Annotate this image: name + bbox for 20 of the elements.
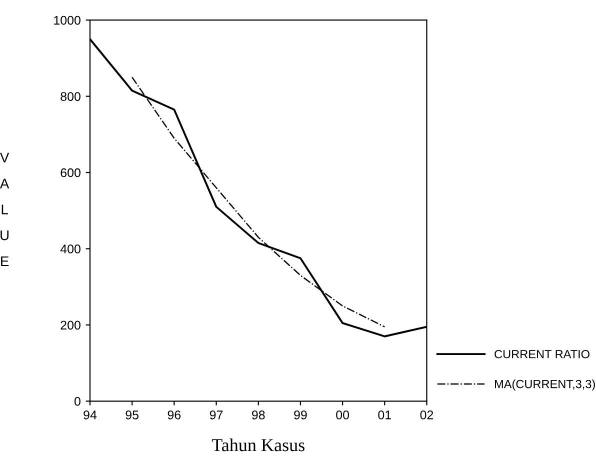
- x-axis-title: Tahun Kasus: [212, 438, 304, 452]
- y-tick-label: 800: [60, 92, 80, 101]
- line-series: [131, 76, 386, 328]
- y-tick-label: 200: [60, 320, 80, 330]
- x-tick-label: 95: [126, 410, 139, 420]
- y-axis-title: VALUE: [0, 152, 10, 266]
- y-tick-label: 1000: [54, 16, 80, 25]
- x-tick-label: 99: [294, 410, 307, 420]
- y-tick-label: 400: [60, 244, 80, 254]
- x-tick-label: 02: [420, 410, 434, 420]
- x-tick-label: 98: [252, 410, 265, 420]
- x-tick-label: 00: [336, 410, 350, 420]
- x-tick-label: 96: [168, 410, 181, 420]
- x-tick-label: 01: [378, 410, 391, 420]
- legend-label: MA(CURRENT,3,3): [494, 380, 595, 391]
- y-tick-label: 600: [60, 168, 80, 178]
- x-tick-label: 94: [84, 410, 97, 420]
- y-tick-label: 0: [74, 396, 80, 406]
- legend-label: CURRENT RATIO: [494, 350, 590, 358]
- x-tick-label: 97: [210, 410, 223, 420]
